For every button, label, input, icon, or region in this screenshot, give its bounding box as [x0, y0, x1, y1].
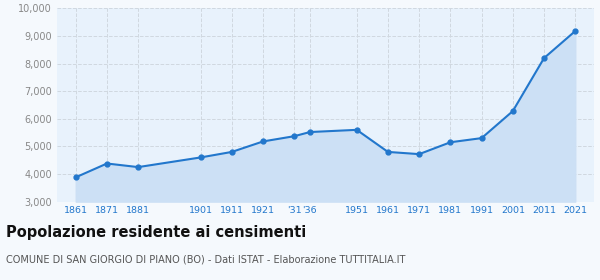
Text: COMUNE DI SAN GIORGIO DI PIANO (BO) - Dati ISTAT - Elaborazione TUTTITALIA.IT: COMUNE DI SAN GIORGIO DI PIANO (BO) - Da… — [6, 255, 406, 265]
Text: Popolazione residente ai censimenti: Popolazione residente ai censimenti — [6, 225, 306, 241]
